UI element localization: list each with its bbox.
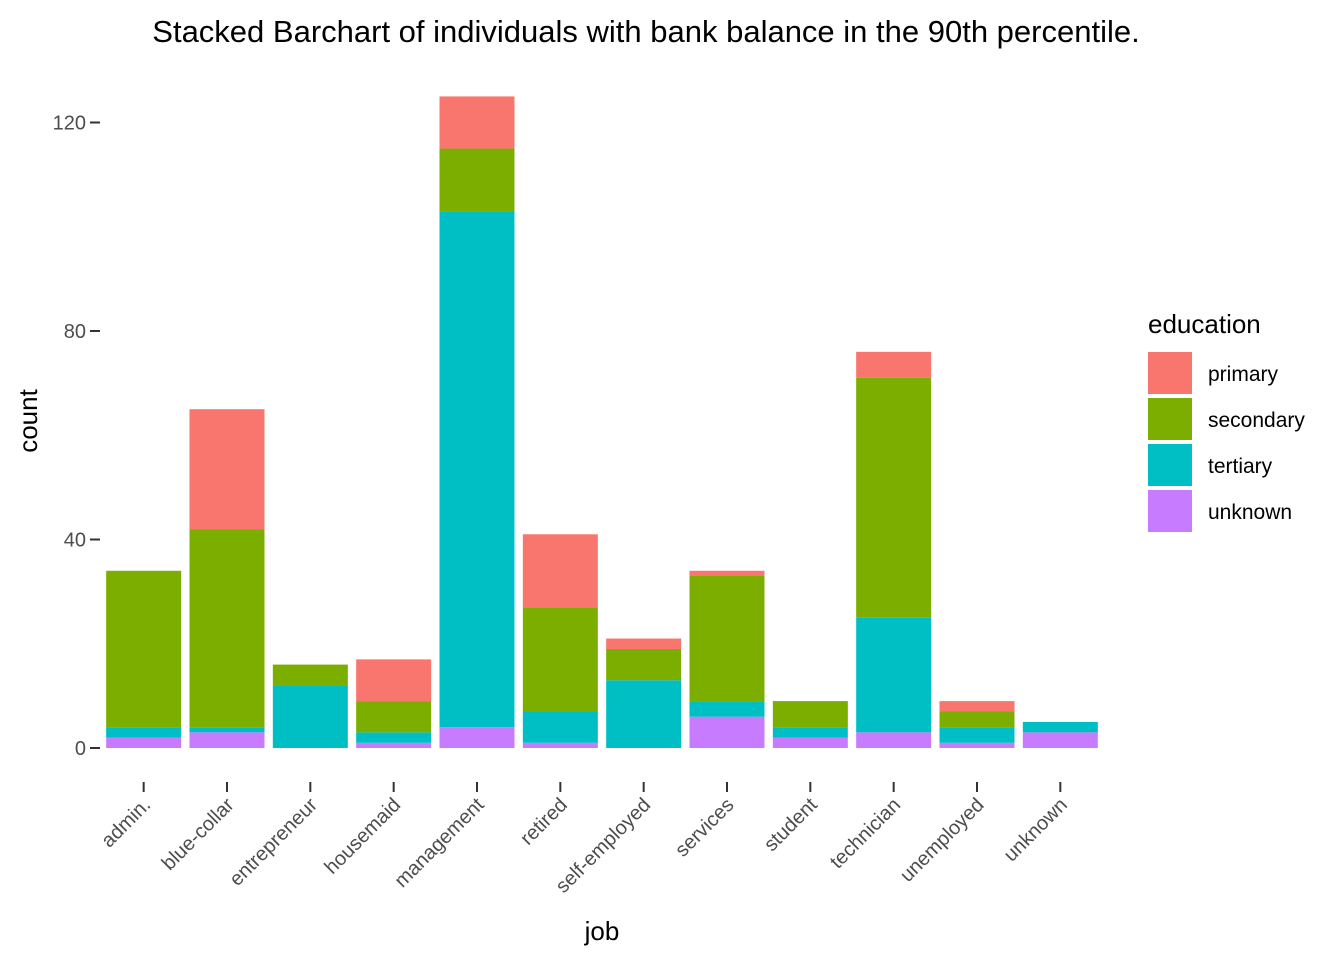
- bar-admin-tertiary: [106, 727, 182, 738]
- bar-housemaid-secondary: [356, 701, 432, 733]
- y-tick-label: 120: [53, 113, 86, 135]
- bar-retired-secondary: [522, 607, 598, 712]
- legend-label-secondary: secondary: [1208, 409, 1305, 432]
- x-tick-label: unemployed: [896, 794, 989, 887]
- legend-key-tertiary: [1148, 444, 1192, 486]
- bar-unemployed-primary: [939, 701, 1015, 712]
- bar-retired-unknown: [522, 742, 598, 748]
- bar-retired-primary: [522, 534, 598, 608]
- bar-blue-collar-unknown: [189, 732, 265, 748]
- bar-technician-primary: [856, 351, 932, 378]
- bar-unknown-unknown: [1022, 732, 1098, 748]
- bar-management-tertiary: [439, 211, 515, 728]
- bar-services-unknown: [689, 716, 765, 748]
- bars: [106, 96, 1098, 748]
- legend-label-tertiary: tertiary: [1208, 455, 1273, 478]
- legend-key-unknown: [1148, 490, 1192, 532]
- x-axis: admin. blue-collarentrepreneurhousemaidma…: [97, 782, 1072, 898]
- legend-key-primary: [1148, 352, 1192, 394]
- chart-title: Stacked Barchart of individuals with ban…: [152, 14, 1139, 49]
- y-tick-label: 40: [64, 530, 86, 552]
- x-tick-label: retired: [516, 794, 572, 850]
- bar-student-secondary: [772, 701, 848, 728]
- bar-management-primary: [439, 96, 515, 149]
- bar-blue-collar-secondary: [189, 529, 265, 728]
- legend: education primary secondary tertiary unknow…: [1148, 309, 1305, 532]
- bar-blue-collar-tertiary: [189, 727, 265, 733]
- x-tick-label: technician: [826, 794, 905, 873]
- bar-blue-collar-primary: [189, 409, 265, 530]
- legend-key-secondary: [1148, 398, 1192, 440]
- legend-title: education: [1148, 309, 1261, 339]
- x-tick-label: management: [390, 794, 488, 892]
- y-axis-title: count: [13, 388, 43, 452]
- x-tick-label: student: [760, 794, 822, 856]
- bar-self-employed-primary: [606, 638, 682, 649]
- bar-services-secondary: [689, 575, 765, 702]
- x-tick-label: services: [671, 794, 738, 861]
- bar-services-primary: [689, 570, 765, 576]
- x-tick-label: admin.: [97, 794, 155, 852]
- bar-admin-unknown: [106, 737, 182, 748]
- x-axis-title: job: [584, 916, 620, 946]
- bar-student-unknown: [772, 737, 848, 748]
- bar-self-employed-secondary: [606, 648, 682, 681]
- bar-management-unknown: [439, 727, 515, 748]
- bar-housemaid-primary: [356, 659, 432, 702]
- bar-student-tertiary: [772, 727, 848, 738]
- bar-unemployed-tertiary: [939, 727, 1015, 743]
- bar-unemployed-secondary: [939, 711, 1015, 728]
- legend-label-unknown: unknown: [1208, 501, 1292, 524]
- bar-entrepreneur-secondary: [272, 664, 348, 686]
- bar-services-tertiary: [689, 701, 765, 717]
- bar-unemployed-unknown: [939, 742, 1015, 748]
- bar-technician-unknown: [856, 732, 932, 748]
- bar-technician-secondary: [856, 377, 932, 618]
- bar-housemaid-tertiary: [356, 732, 432, 743]
- bar-housemaid-unknown: [356, 742, 432, 748]
- y-tick-label: 80: [64, 321, 86, 343]
- legend-label-primary: primary: [1208, 363, 1279, 386]
- y-tick-label: 0: [75, 738, 86, 760]
- x-tick-label: housemaid: [320, 794, 405, 879]
- x-tick-label: blue-collar: [158, 794, 239, 875]
- bar-self-employed-tertiary: [606, 680, 682, 748]
- bar-retired-tertiary: [522, 711, 598, 743]
- bar-unknown-tertiary: [1022, 721, 1098, 733]
- bar-technician-tertiary: [856, 617, 932, 733]
- bar-management-secondary: [439, 148, 515, 212]
- x-tick-label: entrepreneur: [225, 794, 322, 891]
- bar-entrepreneur-tertiary: [272, 685, 348, 748]
- x-tick-label: unknown: [1000, 794, 1072, 866]
- bar-admin-secondary: [106, 570, 182, 728]
- y-axis: 0 40 80 120: [53, 113, 100, 760]
